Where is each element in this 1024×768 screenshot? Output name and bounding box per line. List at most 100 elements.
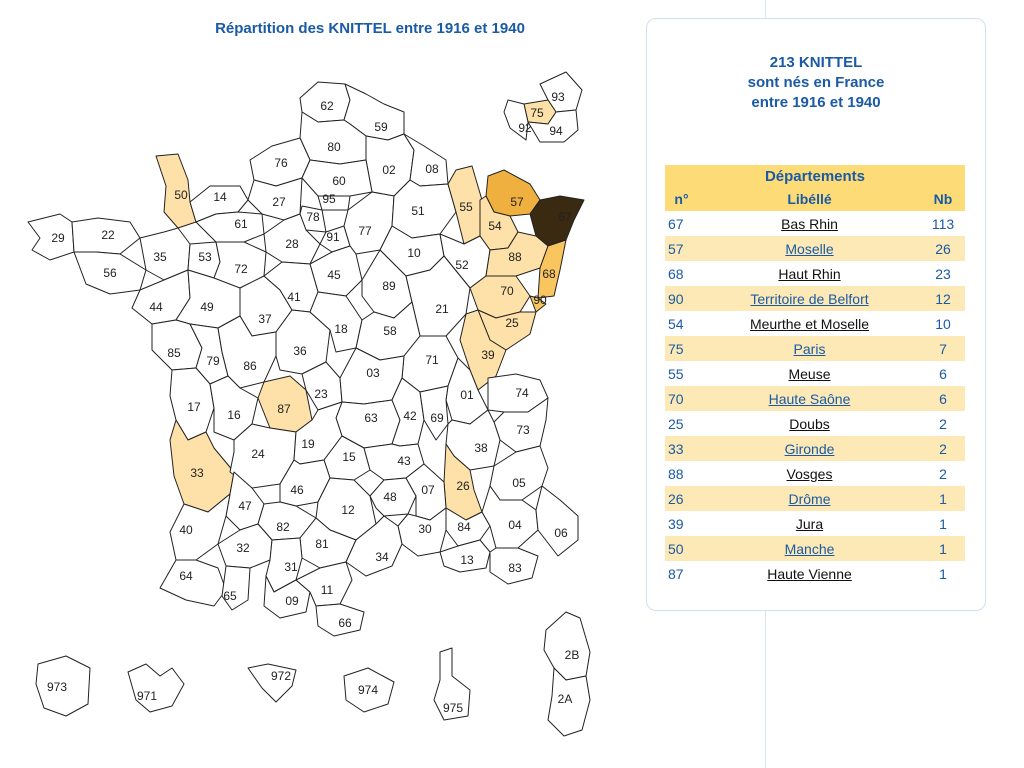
department-shape[interactable]: [503, 99, 529, 141]
department-shape[interactable]: [301, 159, 373, 197]
dept-link[interactable]: Meurthe et Moselle: [749, 315, 870, 332]
department-65[interactable]: 65: [221, 565, 251, 611]
dept-link[interactable]: Haute Vienne: [767, 565, 852, 582]
department-69[interactable]: 69: [419, 385, 449, 441]
dept-link[interactable]: Haut Rhin: [778, 265, 841, 282]
department-39[interactable]: 39: [459, 309, 507, 391]
dept-link[interactable]: Drôme: [788, 490, 831, 507]
dept-link[interactable]: Bas Rhin: [781, 215, 838, 232]
department-shape[interactable]: [459, 309, 507, 391]
department-31[interactable]: 31: [265, 537, 303, 593]
dept-link[interactable]: Vosges: [786, 465, 833, 482]
department-shape[interactable]: [73, 251, 147, 295]
dept-link[interactable]: Gironde: [784, 440, 835, 457]
department-shape[interactable]: [343, 667, 395, 713]
department-972[interactable]: 972: [247, 663, 297, 703]
department-19[interactable]: 19: [293, 401, 343, 465]
department-shape[interactable]: [535, 485, 579, 557]
department-94[interactable]: 94: [527, 109, 579, 143]
department-36[interactable]: 36: [275, 309, 331, 375]
department-shape[interactable]: [529, 295, 547, 313]
department-shape[interactable]: [433, 647, 471, 721]
department-64[interactable]: 64: [159, 559, 227, 607]
department-60[interactable]: 60: [301, 159, 373, 197]
department-05[interactable]: 05: [489, 445, 549, 501]
dept-link[interactable]: Haute Saône: [768, 390, 851, 407]
department-shape[interactable]: [439, 539, 491, 573]
department-16[interactable]: 16: [209, 375, 259, 441]
department-32[interactable]: 32: [217, 523, 273, 569]
department-86[interactable]: 86: [217, 315, 277, 389]
department-shape[interactable]: [345, 515, 403, 577]
department-77[interactable]: 77: [343, 191, 395, 255]
department-66[interactable]: 66: [315, 603, 365, 637]
department-92[interactable]: 92: [503, 99, 532, 141]
department-shape[interactable]: [247, 663, 297, 703]
department-48[interactable]: 48: [369, 477, 417, 517]
department-87[interactable]: 87: [257, 375, 313, 433]
department-01[interactable]: 01: [445, 357, 489, 425]
department-shape[interactable]: [263, 213, 321, 265]
dept-link[interactable]: Doubs: [789, 415, 830, 432]
department-57[interactable]: 57: [485, 169, 541, 217]
department-shape[interactable]: [263, 575, 311, 619]
department-2A[interactable]: 2A: [547, 667, 591, 737]
dept-link[interactable]: Moselle: [785, 240, 834, 257]
department-shape[interactable]: [481, 485, 539, 549]
department-34[interactable]: 34: [345, 515, 403, 577]
department-45[interactable]: 45: [309, 245, 363, 297]
department-shape[interactable]: [489, 547, 539, 585]
department-04[interactable]: 04: [481, 485, 539, 549]
dept-link[interactable]: Meuse: [788, 365, 831, 382]
department-shape[interactable]: [369, 477, 417, 517]
department-971[interactable]: 971: [127, 663, 185, 713]
department-29[interactable]: 29: [27, 213, 75, 261]
department-08[interactable]: 08: [403, 133, 449, 187]
department-shape[interactable]: [159, 559, 227, 607]
dept-link[interactable]: Territoire de Belfort: [750, 290, 869, 307]
department-51[interactable]: 51: [391, 179, 457, 239]
department-84[interactable]: 84: [445, 507, 491, 547]
department-shape[interactable]: [547, 667, 591, 737]
department-shape[interactable]: [315, 603, 365, 637]
department-28[interactable]: 28: [263, 213, 321, 265]
department-06[interactable]: 06: [535, 485, 579, 557]
dept-link[interactable]: Jura: [795, 515, 824, 532]
department-shape[interactable]: [127, 663, 185, 713]
department-49[interactable]: 49: [175, 269, 241, 329]
department-27[interactable]: 27: [247, 177, 303, 221]
department-09[interactable]: 09: [263, 575, 311, 619]
dept-link[interactable]: Manche: [784, 540, 835, 557]
department-50[interactable]: 50: [155, 153, 197, 229]
department-74[interactable]: 74: [487, 373, 549, 413]
department-975[interactable]: 975: [433, 647, 471, 721]
department-24[interactable]: 24: [229, 423, 297, 489]
department-62[interactable]: 62: [299, 81, 351, 123]
department-41[interactable]: 41: [263, 261, 319, 313]
department-13[interactable]: 13: [439, 539, 491, 573]
department-83[interactable]: 83: [489, 547, 539, 585]
department-shape[interactable]: [445, 507, 491, 547]
department-shape[interactable]: [527, 109, 579, 143]
department-shape[interactable]: [35, 655, 91, 717]
department-22[interactable]: 22: [71, 217, 141, 255]
department-61[interactable]: 61: [195, 211, 265, 243]
department-973[interactable]: 973: [35, 655, 91, 717]
department-90[interactable]: 90: [529, 293, 547, 313]
department-21[interactable]: 21: [405, 255, 471, 337]
department-68[interactable]: 68: [537, 239, 567, 299]
department-42[interactable]: 42: [391, 377, 425, 447]
department-shape[interactable]: [489, 445, 549, 501]
department-shape[interactable]: [27, 213, 75, 261]
dept-link[interactable]: Paris: [793, 340, 826, 357]
department-43[interactable]: 43: [363, 443, 425, 481]
department-shape[interactable]: [217, 315, 277, 389]
department-56[interactable]: 56: [73, 251, 147, 295]
department-55[interactable]: 55: [447, 165, 483, 245]
department-shape[interactable]: [221, 565, 251, 611]
department-974[interactable]: 974: [343, 667, 395, 713]
department-shape[interactable]: [543, 611, 591, 681]
department-shape[interactable]: [537, 239, 567, 299]
department-89[interactable]: 89: [361, 249, 413, 319]
department-53[interactable]: 53: [187, 241, 221, 279]
